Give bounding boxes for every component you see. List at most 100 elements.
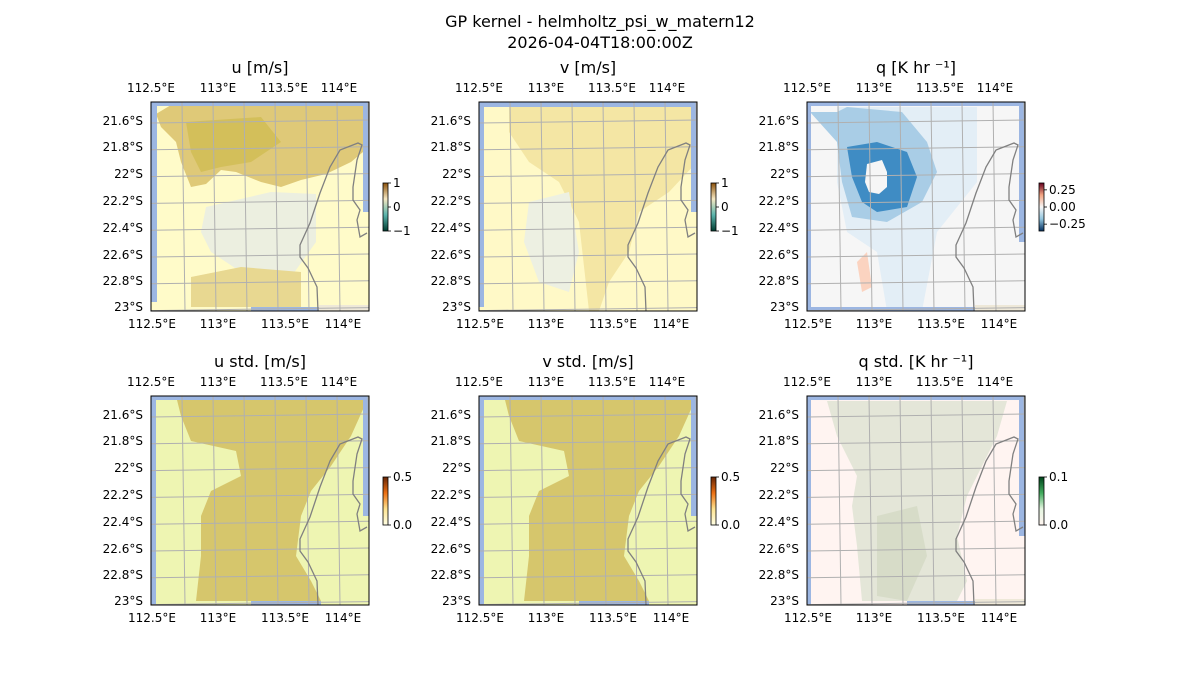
gridline-lon xyxy=(305,396,310,605)
coastline xyxy=(955,142,1024,311)
lon-tick-label-top: 113°E xyxy=(200,375,237,389)
lat-tick-label: 22.2°S xyxy=(759,488,799,502)
lat-tick-label: 22.2°S xyxy=(103,488,143,502)
colorbar-tick-label: 0.5 xyxy=(721,470,740,484)
gridline-lat xyxy=(479,199,697,204)
lon-tick-label-bottom: 113.5°E xyxy=(261,317,309,331)
gridline-lon xyxy=(274,396,279,605)
lon-tick-label-bottom: 114°E xyxy=(325,611,362,625)
lat-tick-label: 21.8°S xyxy=(103,434,143,448)
lon-tick-label-bottom: 113°E xyxy=(856,317,893,331)
gridline-lon xyxy=(961,102,966,311)
lon-tick-label-bottom: 113°E xyxy=(200,317,237,331)
field-region xyxy=(186,117,281,172)
gridline-lon xyxy=(305,102,310,311)
lon-tick-label-top: 113°E xyxy=(856,375,893,389)
lon-tick-label-bottom: 114°E xyxy=(325,317,362,331)
coastline xyxy=(299,436,368,605)
lon-tick-label-bottom: 113°E xyxy=(200,611,237,625)
gridline-lat xyxy=(807,601,1025,605)
lat-tick-label: 23°S xyxy=(114,300,143,314)
lat-tick-label: 21.8°S xyxy=(431,434,471,448)
axes-frame xyxy=(150,395,370,606)
lat-tick-label: 22°S xyxy=(770,461,799,475)
colorbar-gradient xyxy=(1038,182,1045,232)
lon-tick-label-bottom: 114°E xyxy=(981,317,1018,331)
gridline-lat xyxy=(151,253,369,258)
colorbar-tick-label: 0.0 xyxy=(1049,518,1068,532)
lat-tick-label: 23°S xyxy=(442,594,471,608)
gridline-lat xyxy=(151,146,369,151)
lon-tick-label-top: 114°E xyxy=(977,81,1014,95)
q-std-panel: q std. [K hr ⁻¹] 112.5°E 112.5°E 113°E 113°E… xyxy=(759,352,1026,625)
colorbar: 0.1 0.0 xyxy=(1038,470,1068,532)
lat-tick-label: 22.8°S xyxy=(759,274,799,288)
gridline-lat xyxy=(807,146,1025,151)
colorbar-tick-label: 0.25 xyxy=(1049,183,1076,197)
gridline-lat xyxy=(151,280,369,285)
panel-title: u std. [m/s] xyxy=(214,352,306,371)
gridline-lon xyxy=(633,396,638,605)
gridline-lat xyxy=(479,520,697,525)
map-field xyxy=(479,396,697,605)
lon-tick-label-top: 112.5°E xyxy=(127,375,175,389)
lat-tick-label: 23°S xyxy=(770,300,799,314)
gridline-lat xyxy=(479,493,697,498)
axes-frame xyxy=(478,101,698,312)
lon-tick-label-top: 112.5°E xyxy=(127,81,175,95)
lat-tick-label: 22.8°S xyxy=(431,568,471,582)
map-field xyxy=(807,396,1025,605)
gridline-lat xyxy=(479,601,697,605)
gridline-lon xyxy=(837,102,842,311)
lon-tick-label-top: 114°E xyxy=(321,375,358,389)
gridline-lat xyxy=(151,601,369,605)
colorbar: 1 0 −1 xyxy=(382,176,411,238)
lon-tick-label-top: 112.5°E xyxy=(783,81,831,95)
lon-tick-label-top: 114°E xyxy=(977,375,1014,389)
coastline xyxy=(627,142,696,311)
colorbar-tick-label: 1 xyxy=(721,176,729,190)
gridline-lat xyxy=(807,493,1025,498)
gridline-lat xyxy=(151,413,369,418)
gridline-lat xyxy=(479,547,697,552)
gridline-lon xyxy=(571,396,576,605)
gridline-lon xyxy=(602,396,607,605)
lon-tick-label-bottom: 113°E xyxy=(856,611,893,625)
lat-tick-label: 21.8°S xyxy=(431,140,471,154)
gridline-lat xyxy=(479,173,697,178)
lon-tick-label-bottom: 114°E xyxy=(653,611,690,625)
gridline-lat xyxy=(479,253,697,258)
field-region xyxy=(524,192,579,292)
lat-tick-label: 23°S xyxy=(442,300,471,314)
gridline-lat xyxy=(479,119,697,124)
colorbar-tick-label: −0.25 xyxy=(1049,217,1086,231)
colorbar-tick-label: 0 xyxy=(393,200,401,214)
lat-tick-label: 22.6°S xyxy=(431,248,471,262)
gridline-lon xyxy=(633,102,638,311)
gridline-lat xyxy=(151,173,369,178)
lat-tick-label: 22°S xyxy=(114,167,143,181)
lat-tick-label: 21.8°S xyxy=(759,140,799,154)
lon-tick-label-top: 114°E xyxy=(321,81,358,95)
lat-tick-label: 22°S xyxy=(770,167,799,181)
lat-tick-label: 22.4°S xyxy=(759,515,799,529)
lat-tick-label: 23°S xyxy=(114,594,143,608)
lon-tick-label-bottom: 113°E xyxy=(528,317,565,331)
colorbar-gradient xyxy=(382,476,389,526)
gridline-lon xyxy=(837,396,842,605)
map-field xyxy=(151,102,369,311)
gridline-lat xyxy=(807,467,1025,472)
coastline xyxy=(299,142,368,311)
gridline-lon xyxy=(336,396,341,605)
gridline-lat xyxy=(151,574,369,579)
colorbar-tick-label: 0.1 xyxy=(1049,470,1068,484)
lon-tick-label-top: 113°E xyxy=(200,81,237,95)
gridline-lon xyxy=(571,102,576,311)
lon-tick-label-bottom: 113.5°E xyxy=(917,317,965,331)
gridline-lon xyxy=(930,396,935,605)
lat-tick-label: 22.8°S xyxy=(431,274,471,288)
gridline-lon xyxy=(899,396,904,605)
field-region xyxy=(865,160,887,194)
u-std-panel: u std. [m/s] 112.5°E 112.5°E 113°E 113°E 113.… xyxy=(103,352,370,625)
